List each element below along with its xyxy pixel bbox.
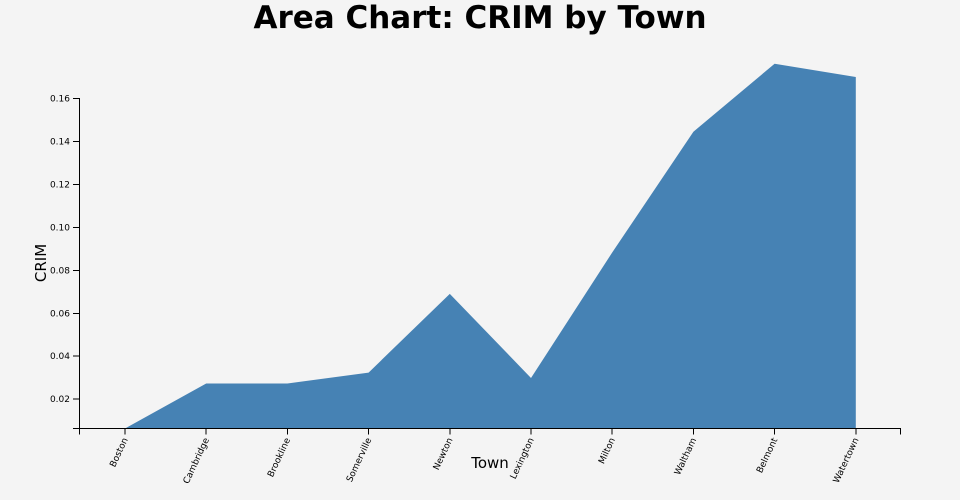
area-series [125, 63, 856, 429]
y-tick-label: 0.06 [50, 309, 70, 319]
x-tick-label: Waltham [673, 437, 699, 477]
y-tick-label: 0.08 [50, 266, 70, 276]
y-axis: 0.02 0.04 0.06 0.08 0.10 0.12 0.14 0.16 [50, 95, 80, 429]
x-axis-line [79, 428, 901, 435]
y-tick-label: 0.04 [50, 352, 70, 362]
y-tick-label: 0.14 [50, 137, 70, 147]
x-axis-label: Town [470, 454, 509, 472]
x-tick-label: Somerville [345, 436, 374, 484]
y-tick-label: 0.10 [50, 223, 70, 233]
x-tick-label: Lexington [509, 437, 537, 481]
chart-title: Area Chart: CRIM by Town [253, 0, 706, 36]
plot-area [125, 63, 856, 429]
x-tick-label: Brookline [266, 436, 293, 479]
x-tick-label: Boston [109, 437, 131, 469]
y-tick-label: 0.16 [50, 95, 70, 105]
x-tick-label: Belmont [755, 436, 780, 475]
y-axis-line [73, 98, 80, 429]
y-axis-label: CRIM [32, 244, 50, 282]
x-tick-label: Watertown [832, 437, 862, 485]
x-tick-label: Cambridge [182, 436, 212, 485]
x-tick-label: Milton [597, 437, 618, 466]
y-tick-label: 0.02 [50, 395, 70, 405]
y-tick-label: 0.12 [50, 180, 70, 190]
x-tick-label: Newton [432, 437, 456, 472]
